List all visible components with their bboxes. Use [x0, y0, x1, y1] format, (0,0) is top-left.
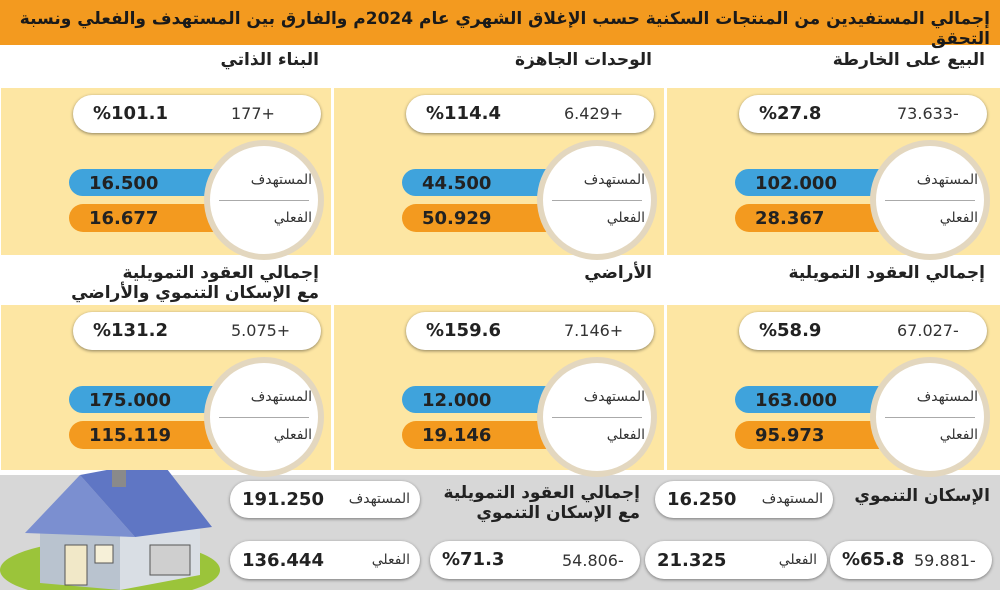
chimney [112, 467, 126, 487]
diff: 6.429+ [564, 104, 624, 123]
percent: %71.3 [442, 549, 505, 570]
pill [73, 312, 321, 350]
diff: 67.027- [897, 321, 959, 340]
house-illustration [0, 460, 220, 590]
percent: %27.8 [759, 103, 822, 124]
divider [219, 200, 309, 201]
actual-value: 21.325 [657, 550, 727, 571]
actual-label: الفعلي [606, 210, 645, 226]
pill [739, 312, 987, 350]
bottom-title: الإسكان التنموي [854, 486, 990, 506]
pill [73, 95, 321, 133]
actual-value: 28.367 [755, 208, 825, 229]
pill [230, 541, 420, 579]
card-title: البناء الذاتي [220, 50, 319, 70]
diff: 54.806- [562, 551, 624, 570]
target-value: 16.250 [667, 489, 737, 510]
actual-value: 95.973 [755, 425, 825, 446]
percent: %159.6 [426, 320, 501, 341]
divider [885, 200, 975, 201]
target-label: المستهدف [250, 389, 312, 405]
diff: 59.881- [914, 551, 976, 570]
target-value: 12.000 [422, 390, 492, 411]
card-title: البيع على الخارطة [832, 50, 985, 70]
actual-value: 16.677 [89, 208, 159, 229]
actual-label: الفعلي [273, 210, 312, 226]
target-label: المستهدف [250, 172, 312, 188]
divider [552, 200, 642, 201]
garage [149, 544, 191, 576]
diff: 7.146+ [564, 321, 624, 340]
actual-label: الفعلي [371, 552, 410, 568]
percent: %101.1 [93, 103, 168, 124]
door [64, 544, 88, 586]
target-value: 163.000 [755, 390, 837, 411]
actual-value: 115.119 [89, 425, 171, 446]
card-title: الأراضي [584, 263, 652, 283]
percent: %114.4 [426, 103, 501, 124]
window [94, 544, 114, 564]
pill [406, 95, 654, 133]
percent: %131.2 [93, 320, 168, 341]
divider [219, 417, 309, 418]
actual-value: 19.146 [422, 425, 492, 446]
actual-label: الفعلي [273, 427, 312, 443]
target-value: 175.000 [89, 390, 171, 411]
actual-label: الفعلي [939, 210, 978, 226]
roof-front [25, 475, 135, 537]
target-label: المستهدف [916, 172, 978, 188]
actual-value: 50.929 [422, 208, 492, 229]
card-title: إجمالي العقود التمويلية [788, 263, 985, 283]
pill [406, 312, 654, 350]
actual-label: الفعلي [778, 552, 817, 568]
percent: %58.9 [759, 320, 822, 341]
target-value: 44.500 [422, 173, 492, 194]
bottom-title: إجمالي العقود التمويلية مع الإسكان التنم… [443, 483, 640, 523]
percent: %65.8 [842, 549, 905, 570]
target-label: المستهدف [761, 491, 823, 507]
pill [645, 541, 827, 579]
target-label: المستهدف [583, 389, 645, 405]
actual-label: الفعلي [606, 427, 645, 443]
pill [739, 95, 987, 133]
target-value: 16.500 [89, 173, 159, 194]
pill [430, 541, 640, 579]
divider [552, 417, 642, 418]
pill [655, 481, 833, 518]
divider [885, 417, 975, 418]
card-title: إجمالي العقود التمويلية مع الإسكان التنم… [71, 263, 319, 303]
target-label: المستهدف [348, 491, 410, 507]
actual-value: 136.444 [242, 550, 324, 571]
actual-label: الفعلي [939, 427, 978, 443]
pill [830, 541, 992, 579]
pill [230, 481, 420, 518]
target-value: 191.250 [242, 489, 324, 510]
diff: 177+ [231, 104, 275, 123]
target-label: المستهدف [916, 389, 978, 405]
diff: 73.633- [897, 104, 959, 123]
header-bar [0, 0, 1000, 45]
target-value: 102.000 [755, 173, 837, 194]
header-title: إجمالي المستفيدين من المنتجات السكنية حس… [19, 9, 990, 49]
card-title: الوحدات الجاهزة [514, 50, 652, 70]
diff: 5.075+ [231, 321, 291, 340]
target-label: المستهدف [583, 172, 645, 188]
